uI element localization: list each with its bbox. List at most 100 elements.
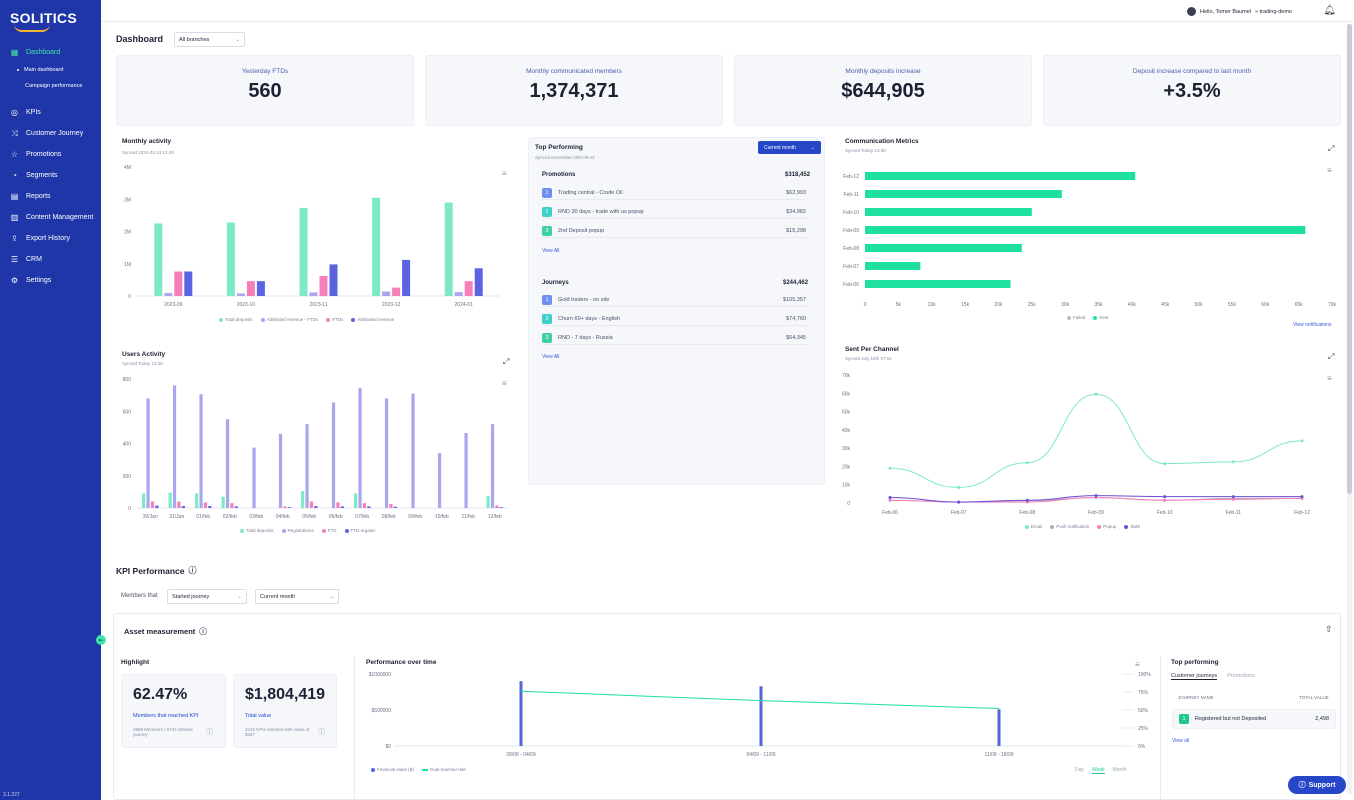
chart-menu-icon[interactable]: ≡ (1327, 374, 1332, 383)
y2-tick-label: 100% (1138, 672, 1151, 678)
journey-status-select[interactable]: Started journey ⌄ (167, 589, 247, 604)
list-item[interactable]: 1 Trading central - Crude Oil $62,993 (542, 186, 806, 200)
bar (474, 268, 483, 296)
bar (184, 271, 193, 296)
view-all-link[interactable]: View all (1172, 738, 1190, 744)
scrollbar-track[interactable] (1347, 24, 1352, 794)
sidebar-item-promotions[interactable]: ☆ Promotions (10, 147, 62, 161)
x-tick-label: 2023-11 (310, 302, 328, 308)
bar (372, 197, 381, 296)
granularity-day[interactable]: Day (1075, 767, 1084, 773)
sidebar-subitem-main-dashboard[interactable]: Main dashboard (17, 67, 63, 73)
legend-item: Sent (1093, 315, 1109, 320)
y-tick-label: Feb-09 (843, 228, 859, 234)
divider (1160, 656, 1161, 800)
table-row[interactable]: 1 Registered but not Deposited 2,498 (1172, 709, 1336, 729)
series-line (889, 393, 1303, 488)
list-item[interactable]: 1 Gold traders - on site $105,357 (542, 293, 806, 307)
list-item[interactable]: 3 RND - 7 days - Russia $64,345 (542, 331, 806, 345)
support-button[interactable]: ⓘ Support (1288, 776, 1346, 794)
sidebar-item-kpis[interactable]: ◎ KPIs (10, 105, 41, 119)
item-value: $64,345 (786, 334, 806, 341)
sidebar-item-dashboard[interactable]: ▦ Dashboard (10, 45, 61, 59)
granularity-month[interactable]: Month (1112, 767, 1127, 773)
scrollbar-thumb[interactable] (1347, 24, 1352, 494)
sidebar-item-settings[interactable]: ⚙ Settings (10, 273, 51, 287)
kpi-value: +3.5% (1163, 80, 1221, 102)
info-icon[interactable]: ⓘ (188, 566, 197, 575)
sidebar-item-label: Promotions (26, 150, 62, 158)
bar (155, 505, 159, 508)
branch-select[interactable]: All branches ⌄ (174, 32, 245, 47)
user-menu[interactable]: Hello, Tomer Baumel » trading-demo (1187, 7, 1292, 16)
legend-item: Attributed revenue - FTDs (260, 317, 318, 322)
chart-menu-icon[interactable]: ≡ (1327, 166, 1332, 175)
x-tick-label: 02/feb (223, 514, 237, 520)
sent-per-channel-title: Sent Per Channel (845, 346, 899, 353)
y-tick-label: $0 (385, 744, 391, 750)
y-tick-label: 0 (128, 506, 131, 512)
legend-item: Financial value ($) (371, 767, 414, 772)
export-icon[interactable]: ⇧ (1325, 624, 1333, 634)
sidebar-item-content-management[interactable]: ▥ Content Management (10, 210, 94, 224)
top-performing-card (528, 137, 825, 485)
chevron-down-icon: ⌄ (329, 593, 334, 600)
tab-customer-journeys[interactable]: Customer journeys (1171, 673, 1218, 680)
monthly-activity-chart: 0 1M 2M 3M 4M 2023-09 2023-10 2023-11 2023-12 202… (124, 165, 500, 308)
data-point (1163, 498, 1167, 502)
monthly-activity-title: Monthly activity (122, 138, 172, 145)
sidebar-item-label: Settings (26, 276, 52, 284)
sidebar-item-reports[interactable]: ▤ Reports (10, 189, 51, 203)
period-select-button[interactable]: Current month ⌄ (758, 141, 821, 154)
sidebar-item-customer-journey[interactable]: ⤨ Customer Journey (10, 126, 83, 140)
y-tick-label: 1M (124, 262, 131, 268)
bar (865, 190, 1062, 198)
x-tick-label: Feb-12 (1294, 510, 1310, 516)
item-value: $105,357 (783, 296, 806, 303)
monthly-activity-legend: Total deposits Attributed revenue - FTDs… (219, 317, 394, 322)
expand-icon[interactable]: ⤢ (503, 357, 510, 366)
x-tick-label: 5k (896, 302, 902, 308)
bar (208, 506, 212, 508)
bar (464, 281, 473, 296)
sidebar-item-segments[interactable]: ◔ Segments (10, 168, 57, 182)
bar (358, 387, 362, 508)
kpi-label: Monthly deposits increase (845, 68, 921, 75)
granularity-week[interactable]: Week (1091, 767, 1105, 774)
bar (393, 506, 397, 508)
sidebar-item-label: Content Management (26, 213, 94, 221)
bar (444, 202, 453, 296)
tab-promotions[interactable]: Promotions (1227, 673, 1255, 679)
collapse-sidebar-button[interactable]: ⇤ (96, 635, 106, 645)
chart-menu-icon[interactable]: ≡ (502, 169, 507, 178)
legend-item: FTD (321, 528, 337, 533)
chart-menu-icon[interactable]: ≡ (1135, 660, 1140, 669)
expand-icon[interactable]: ⤢ (1328, 144, 1335, 153)
bar (225, 419, 230, 508)
chart-menu-icon[interactable]: ≡ (502, 379, 507, 388)
period-select[interactable]: Current month ⌄ (255, 589, 339, 604)
bar (177, 501, 181, 508)
sidebar-subitem-campaign-performance[interactable]: Campaign performance (25, 83, 82, 89)
info-icon[interactable]: ⓘ (199, 627, 207, 636)
comm-metrics-chart: 0 5k 10k 15k 20k 25k 30k 35k 40k 45k 50k 55k 60k 65k 7… (843, 172, 1337, 308)
sidebar-item-crm[interactable]: ☰ CRM (10, 252, 42, 266)
info-icon[interactable]: ⓘ (206, 729, 213, 736)
sidebar-item-export-history[interactable]: ⇪ Export History (10, 231, 70, 245)
legend-item: Registrations (281, 528, 314, 533)
view-all-promotions-link[interactable]: View All (542, 248, 560, 254)
list-item[interactable]: 2 Churn 60+ days - English $74,760 (542, 312, 806, 326)
bar (382, 291, 391, 296)
info-icon[interactable]: ⓘ (318, 729, 325, 736)
view-notifications-link[interactable]: View notifications (1293, 322, 1332, 328)
list-item[interactable]: 2 RND 30 days - trade with us popup $34,… (542, 205, 806, 219)
list-item[interactable]: 3 2nd Deposit popup $15,298 (542, 224, 806, 238)
legend-item: FTD-organic (344, 528, 376, 533)
bar (309, 501, 314, 508)
view-all-journeys-link[interactable]: View All (542, 354, 560, 360)
star-icon: ☆ (10, 149, 19, 159)
bell-icon[interactable]: 🔔︎ (1323, 5, 1336, 16)
x-tick-label: Feb-11 (1226, 510, 1242, 516)
bar (495, 505, 499, 508)
expand-icon[interactable]: ⤢ (1328, 352, 1335, 361)
